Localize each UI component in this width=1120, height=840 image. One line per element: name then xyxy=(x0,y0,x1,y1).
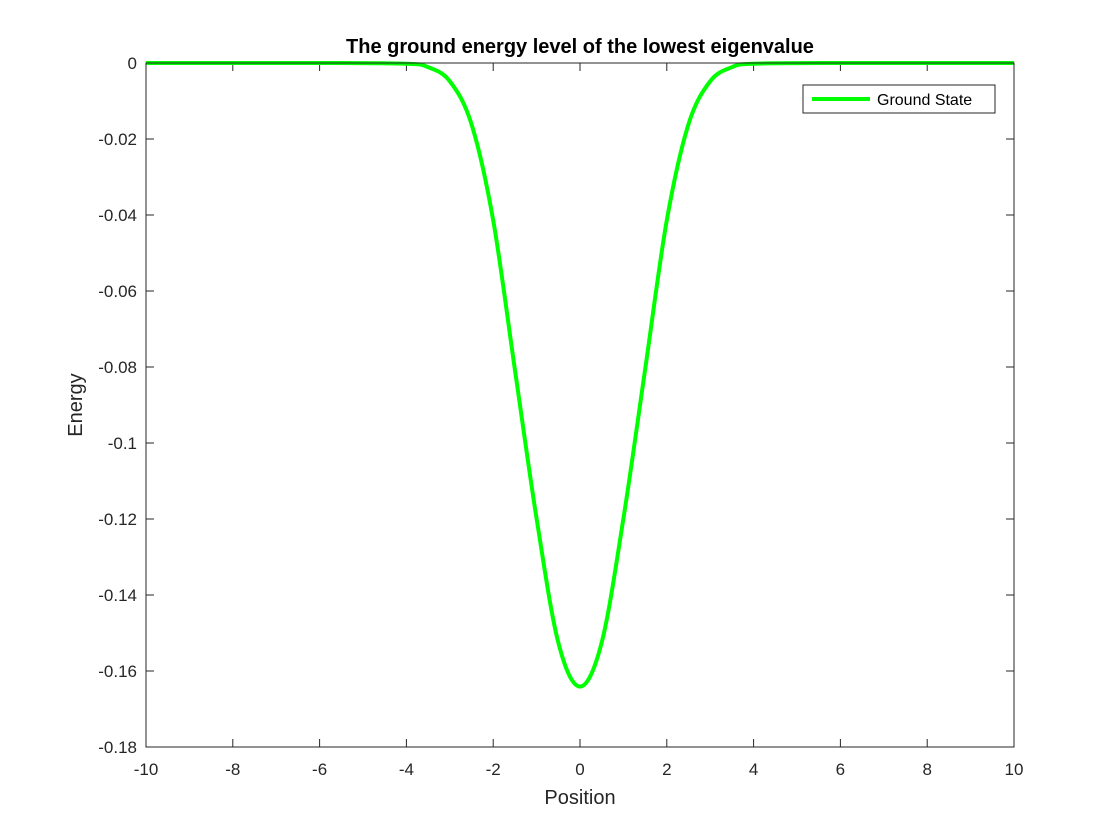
series-line-ground-state xyxy=(145,60,1015,689)
x-tick-label: 2 xyxy=(662,760,671,779)
y-tick-label: -0.16 xyxy=(98,662,137,681)
y-tick-labels: 0 -0.02 -0.04 -0.06 -0.08 -0.1 -0.12 -0.14 -0.16… xyxy=(98,54,137,757)
y-tick-label: -0.08 xyxy=(98,358,137,377)
x-tick-label: 4 xyxy=(749,760,758,779)
x-tick-label: -2 xyxy=(486,760,501,779)
y-tick-label: -0.1 xyxy=(108,434,137,453)
x-tick-label: -6 xyxy=(312,760,327,779)
y-tick-label: -0.06 xyxy=(98,282,137,301)
y-tick-label: -0.02 xyxy=(98,130,137,149)
series-layer xyxy=(145,60,1015,689)
legend-label-ground-state: Ground State xyxy=(877,92,972,109)
x-tick-label: 10 xyxy=(1005,760,1024,779)
plot-area xyxy=(146,63,1014,747)
x-tick-label: -8 xyxy=(225,760,240,779)
y-tick-label: 0 xyxy=(128,54,137,73)
legend: Ground State xyxy=(802,84,996,114)
y-tick-label: -0.12 xyxy=(98,510,137,529)
x-tick-label: -10 xyxy=(134,760,159,779)
x-tick-label: 6 xyxy=(836,760,845,779)
y-tick-label: -0.04 xyxy=(98,206,137,225)
x-tick-label: 8 xyxy=(922,760,931,779)
x-tick-label: -4 xyxy=(399,760,414,779)
x-axis-label: Position xyxy=(544,787,615,809)
chart-title: The ground energy level of the lowest ei… xyxy=(346,36,814,58)
y-axis-label: Energy xyxy=(65,373,87,436)
x-tick-labels: -10 -8 -6 -4 -2 0 2 4 6 8 10 xyxy=(134,760,1024,779)
y-tick-label: -0.18 xyxy=(98,738,137,757)
plot-frame xyxy=(145,62,1015,748)
x-tick-label: 0 xyxy=(575,760,584,779)
y-tick-label: -0.14 xyxy=(98,586,137,605)
